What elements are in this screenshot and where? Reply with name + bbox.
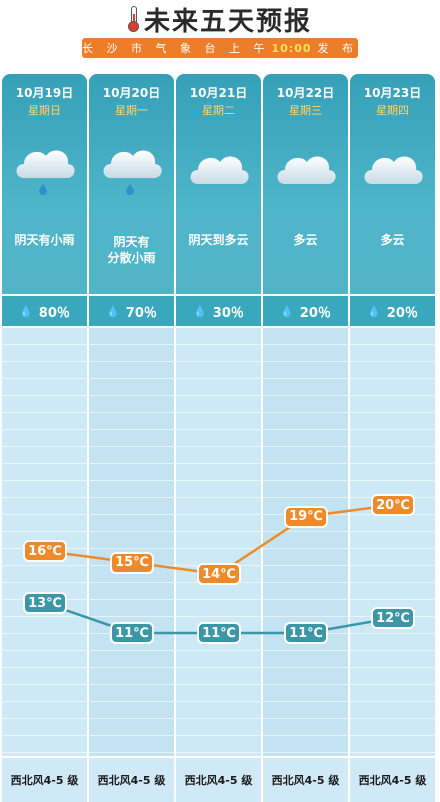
day-weekday: 星期二 [202,104,235,117]
day-header: 10月23日 星期四 多云 [350,74,435,294]
thermometer-icon [127,6,140,32]
precip-value: 20％ [299,305,331,321]
raindrop-icon: 💧 [280,304,294,318]
high-temp-label: 20℃ [371,494,415,516]
day-wind: 西北风4-5 级 [176,758,261,802]
precip-value: 20％ [386,305,418,321]
day-date: 10月22日 [276,86,335,100]
high-temp-label: 16℃ [23,540,67,562]
precip-value: 70％ [125,305,157,321]
issuer-text: 长 沙 市 气 象 台 上 午 [82,42,270,55]
precip-chance: 💧 20％ [263,296,348,326]
day-wind: 西北风4-5 级 [89,758,174,802]
cloud-rain-icon [16,150,75,195]
day-date: 10月19日 [15,86,74,100]
day-column: 10月23日 星期四 多云 💧 20％ 西北风4-5 级 [350,74,435,802]
raindrop-icon: 💧 [193,304,207,318]
issue-suffix: 发 布 [317,42,358,55]
day-weekday: 星期三 [289,104,322,117]
day-weekday: 星期日 [28,104,61,117]
day-column: 10月20日 星期一 阴天有 分散小雨 💧 70％ 西北风4-5 级 [89,74,174,802]
precip-chance: 💧 20％ [350,296,435,326]
day-wind: 西北风4-5 级 [263,758,348,802]
day-chart-area [263,328,348,756]
title-row: 未来五天预报 [0,2,440,37]
day-header: 10月19日 星期日 阴天有小雨 [2,74,87,294]
raindrop-icon: 💧 [19,304,33,318]
issue-time: 10:00 [271,41,312,55]
cloud-rain-icon [103,150,162,195]
day-date: 10月23日 [363,86,422,100]
day-date: 10月21日 [189,86,248,100]
day-column: 10月21日 星期二 阴天到多云 💧 30％ 西北风4-5 级 [176,74,261,802]
precip-chance: 💧 80％ [2,296,87,326]
day-column: 10月22日 星期三 多云 💧 20％ 西北风4-5 级 [263,74,348,802]
low-temp-label: 11℃ [110,622,154,644]
cloud-icon [190,156,249,184]
precip-value: 80％ [38,305,70,321]
day-chart-area [89,328,174,756]
high-temp-label: 14℃ [197,563,241,585]
day-weekday: 星期一 [115,104,148,117]
high-temp-label: 19℃ [284,505,328,528]
day-condition: 阴天有 分散小雨 [107,235,156,265]
issuer-banner: 长 沙 市 气 象 台 上 午 10:00 发 布 [82,38,358,58]
low-temp-label: 12℃ [371,607,415,629]
day-date: 10月20日 [102,86,161,100]
day-wind: 西北风4-5 级 [350,758,435,802]
low-temp-label: 11℃ [284,622,328,644]
raindrop-icon: 💧 [106,304,120,318]
cloud-icon [364,156,423,184]
day-condition: 阴天到多云 [188,233,249,247]
day-header: 10月21日 星期二 阴天到多云 [176,74,261,294]
day-wind: 西北风4-5 级 [2,758,87,802]
day-weekday: 星期四 [376,104,409,117]
day-header: 10月20日 星期一 阴天有 分散小雨 [89,74,174,294]
day-condition: 多云 [293,233,318,247]
low-temp-label: 13℃ [23,592,67,614]
day-condition: 多云 [380,233,405,247]
high-temp-label: 15℃ [110,551,154,574]
raindrop-icon: 💧 [367,304,381,318]
precip-chance: 💧 70％ [89,296,174,326]
page-title: 未来五天预报 [143,6,312,37]
precip-value: 30％ [212,305,244,321]
header: 未来五天预报 长 沙 市 气 象 台 上 午 10:00 发 布 [0,0,440,70]
day-column: 10月19日 星期日 阴天有小雨 💧 80％ 西北风4-5 级 [2,74,87,802]
low-temp-label: 11℃ [197,622,241,644]
day-header: 10月22日 星期三 多云 [263,74,348,294]
precip-chance: 💧 30％ [176,296,261,326]
cloud-icon [277,156,336,184]
day-condition: 阴天有小雨 [14,233,75,247]
day-chart-area [176,328,261,756]
day-chart-area [350,328,435,756]
